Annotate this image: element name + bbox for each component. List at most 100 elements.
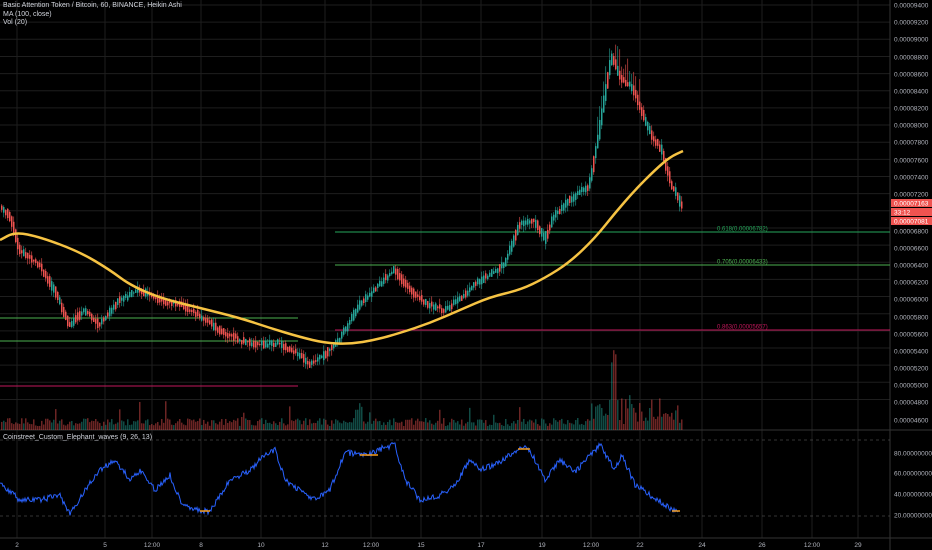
volume-bar (21, 418, 23, 430)
candle-body (463, 294, 465, 298)
volume-bar (39, 425, 41, 430)
candle-body (515, 229, 517, 241)
candle-body (373, 287, 375, 293)
time-tick: 12:00 (583, 542, 600, 549)
volume-bars (1, 350, 683, 430)
candle-body (385, 274, 387, 281)
time-tick: 12:00 (363, 542, 380, 549)
candle-body (51, 281, 53, 291)
candle-body (669, 171, 671, 184)
volume-bar (445, 425, 447, 430)
volume-bar (117, 422, 119, 430)
volume-bar (603, 415, 605, 430)
volume-bar (389, 419, 391, 430)
volume-bar (425, 418, 427, 430)
candle-body (45, 270, 47, 279)
volume-bar (669, 416, 671, 430)
candle-body (319, 354, 321, 360)
candle-body (559, 208, 561, 214)
volume-bar (395, 421, 397, 430)
volume-bar (183, 424, 185, 430)
time-axis[interactable]: 2 5 12:00 8 10 12 12:00 15 17 19 12:00 22 24 26 12:00 2… (15, 542, 862, 549)
volume-bar (403, 425, 405, 430)
candle-body (285, 343, 287, 351)
candle-body (513, 235, 515, 247)
candle-body (597, 134, 599, 149)
candle-body (649, 126, 651, 135)
volume-bar (613, 350, 615, 430)
candle-body (263, 341, 265, 349)
candle-body (225, 332, 227, 337)
volume-bar (489, 424, 491, 430)
time-tick: 24 (698, 542, 706, 549)
volume-bar (411, 418, 413, 430)
candle-body (79, 311, 81, 320)
candle-body (211, 319, 213, 327)
volume-bar (529, 419, 531, 430)
moving-average-line (0, 149, 684, 345)
candle-body (25, 252, 27, 258)
candle-body (167, 301, 169, 306)
osc-tick: 80.00000000 (894, 451, 932, 458)
symbol-title[interactable]: Basic Attention Token / Bitcoin, 60, BIN… (3, 2, 182, 9)
candle-body (445, 306, 447, 313)
candle-body (451, 303, 453, 310)
volume-bar (291, 420, 293, 430)
volume-bar (111, 419, 113, 430)
candle-body (241, 340, 243, 345)
ma-legend[interactable]: MA (100, close) (3, 10, 52, 18)
candle-body (453, 299, 455, 305)
vol-legend[interactable]: Vol (20) (3, 19, 28, 26)
price-tick: 0.00006000 (894, 297, 929, 304)
candle-body (423, 299, 425, 305)
candle-body (27, 252, 29, 259)
volume-bar (409, 419, 411, 430)
volume-bar (341, 423, 343, 430)
candle-body (519, 222, 521, 229)
volume-bar (643, 420, 645, 430)
volume-bar (157, 421, 159, 430)
candle-body (613, 55, 615, 65)
volume-bar (159, 425, 161, 430)
volume-bar (131, 424, 133, 430)
candle-body (605, 84, 607, 101)
candle-body (7, 208, 9, 219)
volume-bar (653, 416, 655, 430)
volume-bar (123, 421, 125, 430)
candle-body (267, 343, 269, 348)
volume-bar (45, 418, 47, 430)
price-axis[interactable]: 0.00009400 0.00009200 0.00009000 0.00008800… (891, 3, 932, 520)
candle-body (349, 319, 351, 325)
volume-bar (369, 412, 371, 430)
oscillator-title[interactable]: Coinstreet_Custom_Elephant_waves (9, 26,… (3, 434, 153, 441)
candle-body (255, 341, 257, 348)
candle-body (61, 302, 63, 313)
candle-body (157, 296, 159, 303)
volume-bar (193, 419, 195, 430)
volume-bar (561, 418, 563, 430)
candle-body (213, 322, 215, 331)
candle-body (59, 297, 61, 305)
volume-bar (31, 424, 33, 430)
time-tick: 8 (199, 542, 203, 549)
volume-bar (431, 423, 433, 430)
candle-body (537, 220, 539, 231)
volume-bar (455, 422, 457, 430)
volume-bar (527, 421, 529, 430)
volume-bar (303, 420, 305, 430)
candle-body (309, 361, 311, 368)
candle-body (251, 342, 253, 347)
price-tick: 0.00005200 (894, 366, 929, 373)
volume-bar (485, 420, 487, 430)
volume-bar (109, 422, 111, 430)
candle-body (343, 327, 345, 335)
candle-body (153, 295, 155, 299)
volume-bar (437, 420, 439, 430)
candle-body (3, 207, 5, 213)
volume-bar (501, 424, 503, 430)
candle-body (223, 328, 225, 335)
time-tick: 12:00 (804, 542, 821, 549)
volume-bar (211, 420, 213, 430)
candle-body (201, 315, 203, 321)
